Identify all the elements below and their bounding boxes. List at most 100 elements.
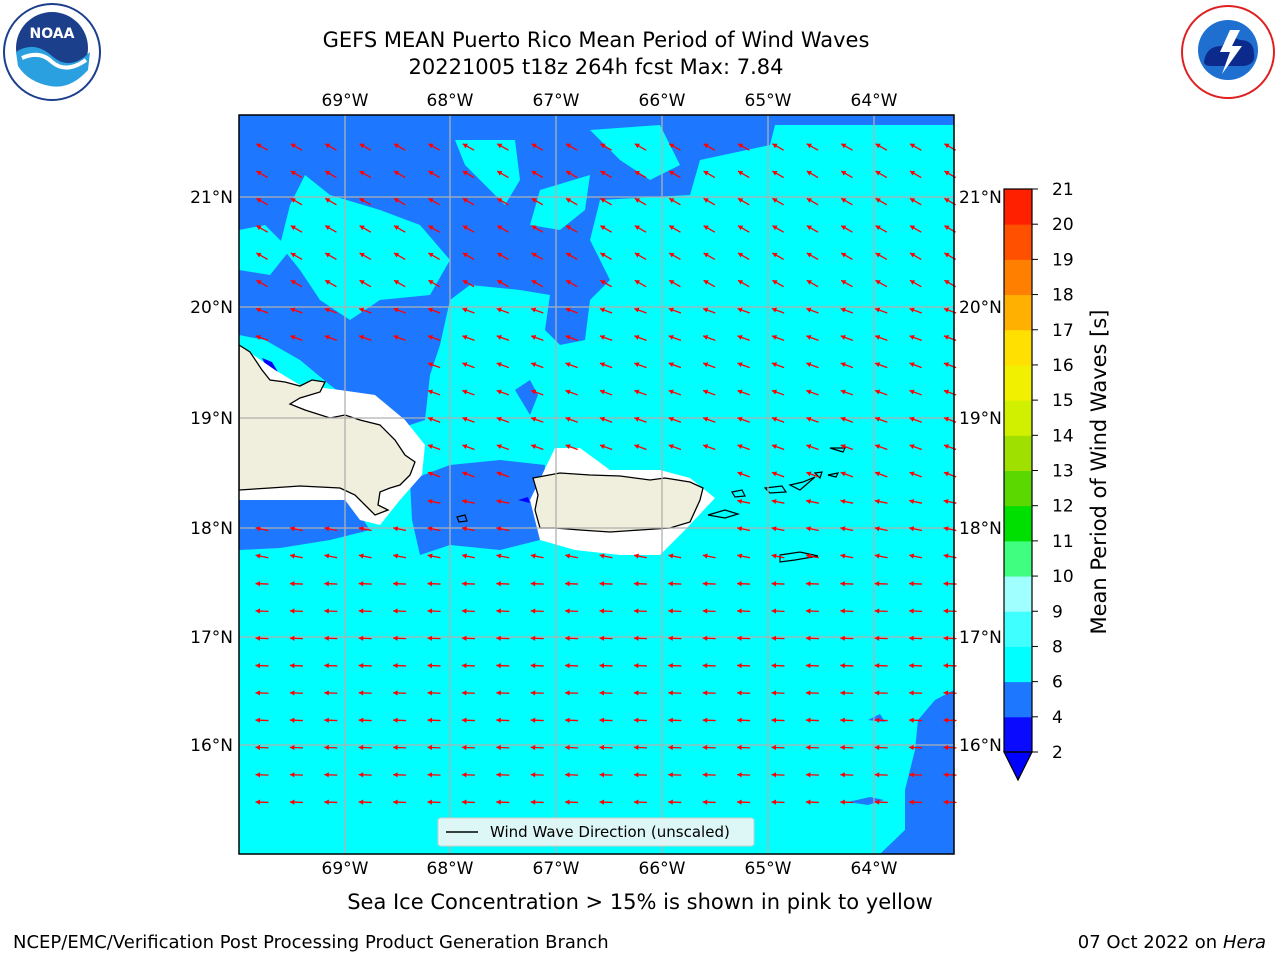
wind-wave-arrow <box>771 307 785 314</box>
wind-wave-arrow <box>805 526 819 532</box>
wind-wave-arrow <box>461 581 475 587</box>
wind-wave-arrow <box>805 717 819 723</box>
wind-wave-arrow <box>599 307 613 314</box>
wind-wave-arrow <box>496 444 510 451</box>
wind-wave-arrows <box>255 143 957 805</box>
wind-wave-arrow <box>806 389 819 396</box>
wind-wave-arrow <box>737 553 751 559</box>
wind-wave-arrow <box>874 307 888 314</box>
wind-wave-arrow <box>393 799 407 805</box>
wind-wave-arrow <box>633 553 647 559</box>
wind-wave-arrow <box>874 663 888 669</box>
wind-wave-arrow <box>428 197 440 206</box>
wind-wave-arrow <box>428 225 440 233</box>
colorbar-tick-label: 18 <box>1052 286 1074 306</box>
wind-wave-arrow <box>358 744 372 751</box>
wind-wave-arrow <box>772 170 784 179</box>
wind-wave-arrow <box>565 635 579 641</box>
wind-wave-arrow <box>702 416 716 423</box>
wind-wave-arrow <box>805 608 819 614</box>
lon-label-top: 67°W <box>533 91 580 111</box>
colorbar-bin <box>1004 540 1032 577</box>
wind-wave-arrow <box>599 663 613 669</box>
wind-wave-arrow <box>599 581 613 587</box>
wind-wave-arrow <box>428 279 440 288</box>
wind-wave-arrow <box>909 581 923 587</box>
wind-wave-arrow <box>806 334 819 341</box>
colorbar-bin <box>1004 576 1032 612</box>
wind-wave-arrow <box>772 279 784 288</box>
wind-wave-arrow <box>668 553 682 559</box>
field-4-6-north-patch <box>455 140 520 205</box>
colorbar-tick-label: 13 <box>1052 462 1074 482</box>
wind-wave-arrow <box>461 744 475 751</box>
wind-wave-arrow <box>393 334 406 341</box>
wind-wave-arrow <box>324 608 338 614</box>
wind-wave-arrow <box>668 690 682 696</box>
wind-wave-arrow <box>290 143 303 151</box>
wind-wave-arrow <box>909 717 923 723</box>
colorbar-bin <box>1004 716 1032 753</box>
wind-wave-arrow <box>909 690 923 696</box>
wind-wave-arrow <box>599 799 613 805</box>
wind-wave-arrow <box>874 498 888 505</box>
wind-wave-arrow <box>496 197 509 206</box>
wind-wave-arrow <box>461 663 475 669</box>
wind-wave-arrow <box>496 717 510 723</box>
wind-wave-arrow <box>909 416 922 423</box>
wind-wave-arrow <box>633 772 647 778</box>
wind-wave-arrow <box>702 608 716 614</box>
wind-wave-arrow <box>702 744 716 751</box>
wind-wave-arrow <box>565 252 578 260</box>
colorbar-tick-label: 17 <box>1052 321 1074 341</box>
wind-wave-arrow <box>289 608 303 614</box>
wind-wave-arrow <box>255 553 269 559</box>
wind-wave-arrow <box>496 307 510 314</box>
wind-wave-arrow <box>255 744 269 751</box>
wind-wave-arrow <box>909 608 923 614</box>
wind-wave-arrow <box>324 143 337 151</box>
field-2-4-small2 <box>848 797 884 805</box>
footer-machine: Hera <box>1222 932 1266 953</box>
wind-wave-arrow <box>530 608 544 614</box>
wind-wave-arrow <box>805 635 819 641</box>
wind-wave-arrow <box>874 799 888 805</box>
wind-wave-arrow <box>530 416 544 423</box>
wind-wave-arrow <box>805 744 819 751</box>
wind-wave-arrow <box>324 744 338 751</box>
wind-wave-arrow <box>737 663 751 669</box>
wind-wave-arrow <box>531 225 544 233</box>
wind-wave-arrow <box>427 581 441 587</box>
wind-wave-arrow <box>427 799 441 805</box>
wind-wave-arrow <box>599 690 613 696</box>
footer-credit: NCEP/EMC/Verification Post Processing Pr… <box>13 932 609 953</box>
wind-wave-arrow <box>703 279 716 288</box>
wind-wave-arrow <box>737 307 750 314</box>
wind-wave-arrow <box>427 608 441 614</box>
wind-wave-arrow <box>805 498 819 505</box>
colorbar-tick-label: 10 <box>1052 567 1074 587</box>
wind-wave-arrow <box>496 416 510 423</box>
wind-wave-arrow <box>496 772 510 778</box>
wind-wave-arrow <box>290 225 303 233</box>
wind-wave-arrow <box>633 744 647 751</box>
wind-wave-arrow <box>290 279 303 288</box>
wind-wave-arrow <box>565 717 579 723</box>
wind-wave-arrow <box>565 197 578 206</box>
latitude-labels-left: 21°N 20°N 19°N 18°N 17°N 16°N <box>190 188 233 756</box>
lat-label-left: 18°N <box>190 519 233 539</box>
wind-wave-arrow <box>462 279 475 288</box>
wind-wave-arrow <box>668 444 682 451</box>
wind-wave-arrow <box>324 526 338 532</box>
wind-wave-arrow <box>530 389 544 396</box>
nws-logo <box>1180 4 1276 100</box>
wind-wave-arrow <box>359 252 372 260</box>
wind-wave-arrow <box>668 581 682 587</box>
wind-wave-arrow <box>737 799 751 805</box>
wind-wave-arrow <box>805 581 819 587</box>
lon-label-top: 66°W <box>639 91 686 111</box>
lon-label-bottom: 67°W <box>533 859 580 879</box>
wind-wave-arrow <box>255 772 269 778</box>
wind-wave-arrow <box>840 635 854 641</box>
wind-wave-arrow <box>600 197 612 206</box>
